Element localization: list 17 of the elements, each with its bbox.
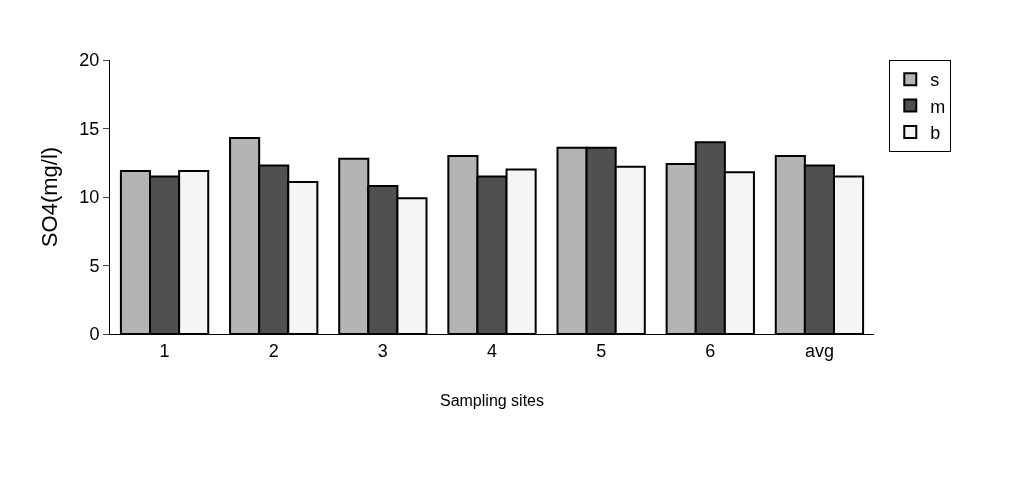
x-tick-label: 5 [596,340,607,361]
x-tick-label: 6 [705,340,716,361]
y-axis-title: SO4(mg/l) [37,146,63,248]
x-tick-label: 3 [377,340,388,361]
y-tick-label: 10 [79,187,100,208]
legend-label: s [930,70,940,91]
y-tick-label: 0 [89,324,100,345]
x-tick-label: 4 [486,340,498,361]
legend-label: b [930,123,941,144]
x-tick-label: 2 [268,340,279,361]
x-tick-label: 1 [159,340,170,361]
legend-label: m [930,96,946,117]
y-tick-label: 5 [89,255,100,276]
y-tick-label: 15 [79,118,100,139]
x-axis-title: Sampling sites [439,392,545,410]
y-tick-label: 20 [79,50,100,71]
x-tick-label: avg [804,340,834,361]
